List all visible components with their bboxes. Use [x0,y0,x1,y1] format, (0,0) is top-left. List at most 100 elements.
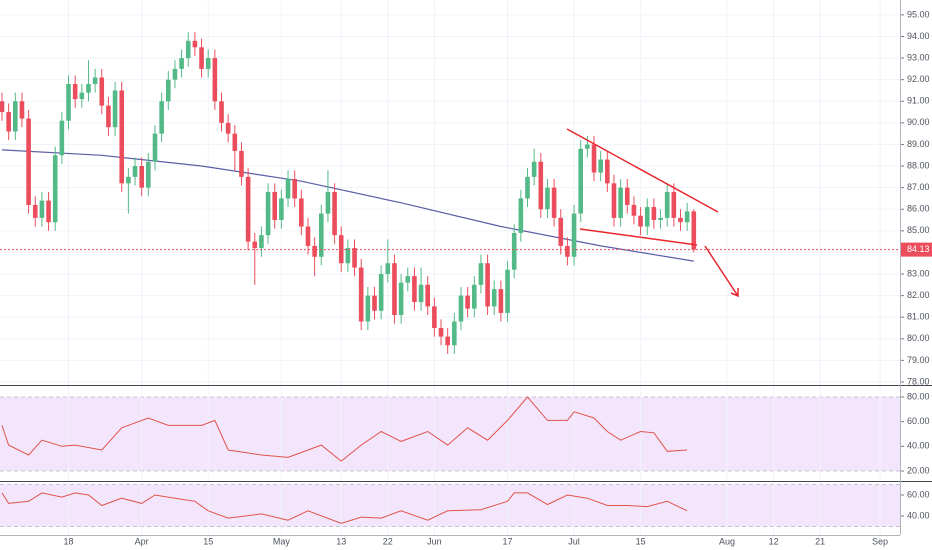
x-tick-label: Sep [872,536,888,546]
x-tick-label: 17 [503,536,513,546]
indicator-band [0,396,900,471]
y-tick-label: 78.00 [907,376,930,386]
candle-body [598,159,603,173]
candle-body [66,83,71,121]
candle-body [372,295,377,311]
candle-body [545,187,550,210]
indicator-line [1,492,688,524]
candle-body [658,217,663,221]
candle-body [465,295,470,309]
candle-body [112,90,118,128]
candle-body [445,336,450,346]
candle-body [252,241,258,249]
candle-body [52,155,58,223]
candle-body [684,211,690,223]
y-tick-label: 60.00 [907,489,930,499]
candle-body [99,77,105,106]
candle-body [299,198,304,227]
moving-average [1,149,694,262]
candle-body [345,248,351,264]
candle-body [39,200,45,218]
x-tick-label: May [273,536,291,546]
candle-body [205,58,211,69]
y-tick-label: 40.00 [907,510,930,520]
candle-body [691,211,697,250]
candle-body [438,327,444,337]
candle-body [332,191,337,236]
candle-body [651,207,657,221]
candle-body [285,179,291,199]
candle-body [458,295,464,322]
candle-body [518,198,524,233]
candle-body [531,161,537,177]
y-tick-label: 95.00 [907,9,930,19]
candle-body [418,284,424,303]
candle-body [6,112,11,132]
candle-body [358,267,364,322]
candle-body [644,207,650,227]
candle-body [219,101,224,123]
x-tick-label: 15 [203,536,213,546]
x-tick-label: Apr [135,536,149,546]
candle-body [152,133,158,162]
candle-body [199,47,204,69]
candle-body [412,276,417,303]
candle-body [119,90,125,184]
y-tick-label: 80.00 [907,391,930,401]
candle-body [86,83,91,93]
candle-body [618,187,623,218]
candle-body [605,159,610,184]
candle-body [365,295,371,322]
candle-body [624,187,630,205]
arrow-head [730,288,739,298]
candle-body [59,120,65,156]
candle-body [671,191,677,218]
y-tick-label: 87.00 [907,182,930,192]
last-price-box [901,242,932,257]
candle-body [611,183,617,218]
candle-body [678,217,683,223]
x-tick-label: 12 [769,536,779,546]
candle-body [505,269,510,313]
candle-body [638,215,643,227]
y-tick-label: 82.00 [907,290,930,300]
y-tick-label: 92.00 [907,74,930,84]
x-tick-label: 22 [383,536,393,546]
y-tick-label: 60.00 [907,416,930,426]
candle-body [312,245,317,257]
candle-body [378,274,384,311]
candle-body [92,77,98,84]
candle-body [565,245,570,257]
candle-body [425,284,431,307]
candle-body [259,235,264,249]
candle-body [325,191,331,214]
candle-body [491,289,497,307]
candle-body [305,226,311,246]
candle-body [538,161,544,210]
candle-body [72,83,78,100]
y-tick-label: 80.00 [907,333,930,343]
candle-body [12,101,18,132]
x-tick-label: 18 [64,536,74,546]
candle-body [591,144,597,173]
candle-body [192,40,198,48]
indicator-line [1,396,688,462]
candle-body [232,133,238,151]
y-tick-label: 85.00 [907,225,930,235]
candle-body [405,276,411,283]
x-tick-label: 15 [636,536,646,546]
y-tick-label: 81.00 [907,312,930,322]
candle-body [0,101,5,113]
candle-body [225,122,231,134]
candle-body [498,289,504,313]
candle-body [132,166,138,177]
candle-body [558,217,564,246]
candle-body [32,204,38,218]
candle-body [272,191,278,221]
y-tick-label: 88.00 [907,160,930,170]
candle-body [165,79,171,102]
candle-body [265,191,271,236]
y-tick-label: 89.00 [907,139,930,149]
candle-body [432,306,437,328]
candle-body [139,166,144,188]
